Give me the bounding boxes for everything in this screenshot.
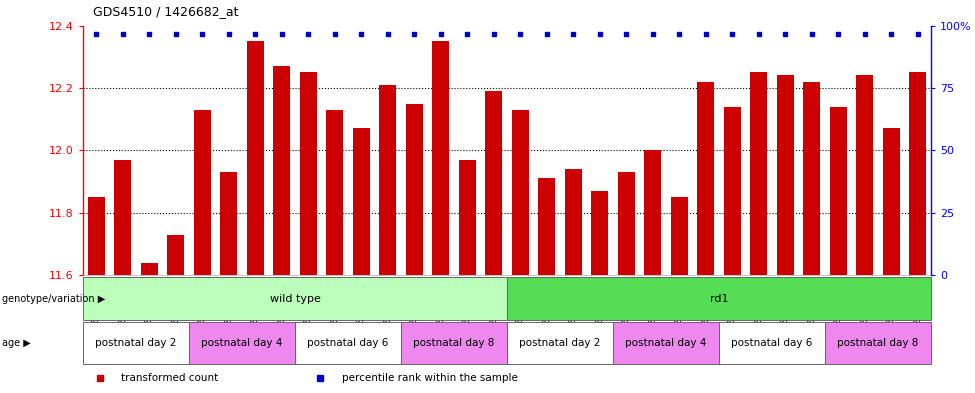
- Bar: [644, 151, 661, 275]
- Bar: [247, 41, 264, 275]
- Text: transformed count: transformed count: [121, 373, 218, 383]
- Bar: [723, 107, 741, 275]
- Bar: [220, 172, 237, 275]
- Bar: [88, 197, 104, 275]
- Bar: [326, 110, 343, 275]
- Bar: [720, 322, 825, 364]
- Bar: [189, 322, 294, 364]
- Text: rd1: rd1: [710, 294, 728, 304]
- Bar: [507, 322, 613, 364]
- Bar: [565, 169, 582, 275]
- Bar: [671, 197, 688, 275]
- Bar: [910, 72, 926, 275]
- Bar: [353, 129, 370, 275]
- Bar: [777, 75, 794, 275]
- Text: postnatal day 8: postnatal day 8: [413, 338, 494, 348]
- Text: postnatal day 2: postnatal day 2: [520, 338, 601, 348]
- Text: postnatal day 6: postnatal day 6: [307, 338, 389, 348]
- Bar: [379, 85, 396, 275]
- Bar: [618, 172, 635, 275]
- Text: age ▶: age ▶: [2, 338, 30, 348]
- Bar: [825, 322, 931, 364]
- Bar: [591, 191, 608, 275]
- Bar: [83, 277, 507, 320]
- Text: wild type: wild type: [269, 294, 321, 304]
- Bar: [830, 107, 847, 275]
- Bar: [697, 82, 715, 275]
- Bar: [613, 322, 720, 364]
- Bar: [538, 178, 556, 275]
- Bar: [486, 91, 502, 275]
- Text: postnatal day 4: postnatal day 4: [201, 338, 283, 348]
- Text: percentile rank within the sample: percentile rank within the sample: [341, 373, 518, 383]
- Bar: [167, 235, 184, 275]
- Text: postnatal day 2: postnatal day 2: [96, 338, 176, 348]
- Text: genotype/variation ▶: genotype/variation ▶: [2, 294, 105, 304]
- Bar: [406, 103, 423, 275]
- Text: postnatal day 6: postnatal day 6: [731, 338, 813, 348]
- Bar: [458, 160, 476, 275]
- Bar: [507, 277, 931, 320]
- Bar: [194, 110, 211, 275]
- Bar: [512, 110, 528, 275]
- Bar: [750, 72, 767, 275]
- Text: postnatal day 8: postnatal day 8: [838, 338, 918, 348]
- Bar: [294, 322, 401, 364]
- Bar: [401, 322, 507, 364]
- Bar: [114, 160, 132, 275]
- Bar: [299, 72, 317, 275]
- Bar: [273, 66, 291, 275]
- Text: postnatal day 4: postnatal day 4: [625, 338, 707, 348]
- Bar: [432, 41, 449, 275]
- Bar: [882, 129, 900, 275]
- Bar: [856, 75, 874, 275]
- Bar: [83, 322, 189, 364]
- Bar: [803, 82, 820, 275]
- Bar: [140, 263, 158, 275]
- Text: GDS4510 / 1426682_at: GDS4510 / 1426682_at: [93, 5, 238, 18]
